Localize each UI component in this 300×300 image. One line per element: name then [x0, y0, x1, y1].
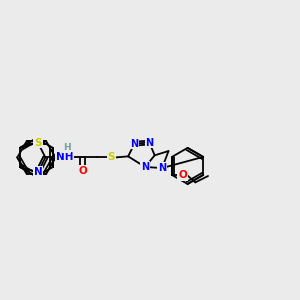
Text: S: S — [34, 138, 42, 148]
Text: O: O — [178, 170, 187, 180]
Text: NH: NH — [56, 152, 73, 162]
Text: N: N — [141, 162, 149, 172]
Text: O: O — [78, 166, 87, 176]
Text: N: N — [145, 138, 153, 148]
Text: N: N — [158, 163, 166, 173]
Text: N: N — [130, 139, 139, 148]
Text: N: N — [34, 167, 42, 177]
Text: S: S — [107, 152, 115, 162]
Text: H: H — [63, 143, 70, 152]
